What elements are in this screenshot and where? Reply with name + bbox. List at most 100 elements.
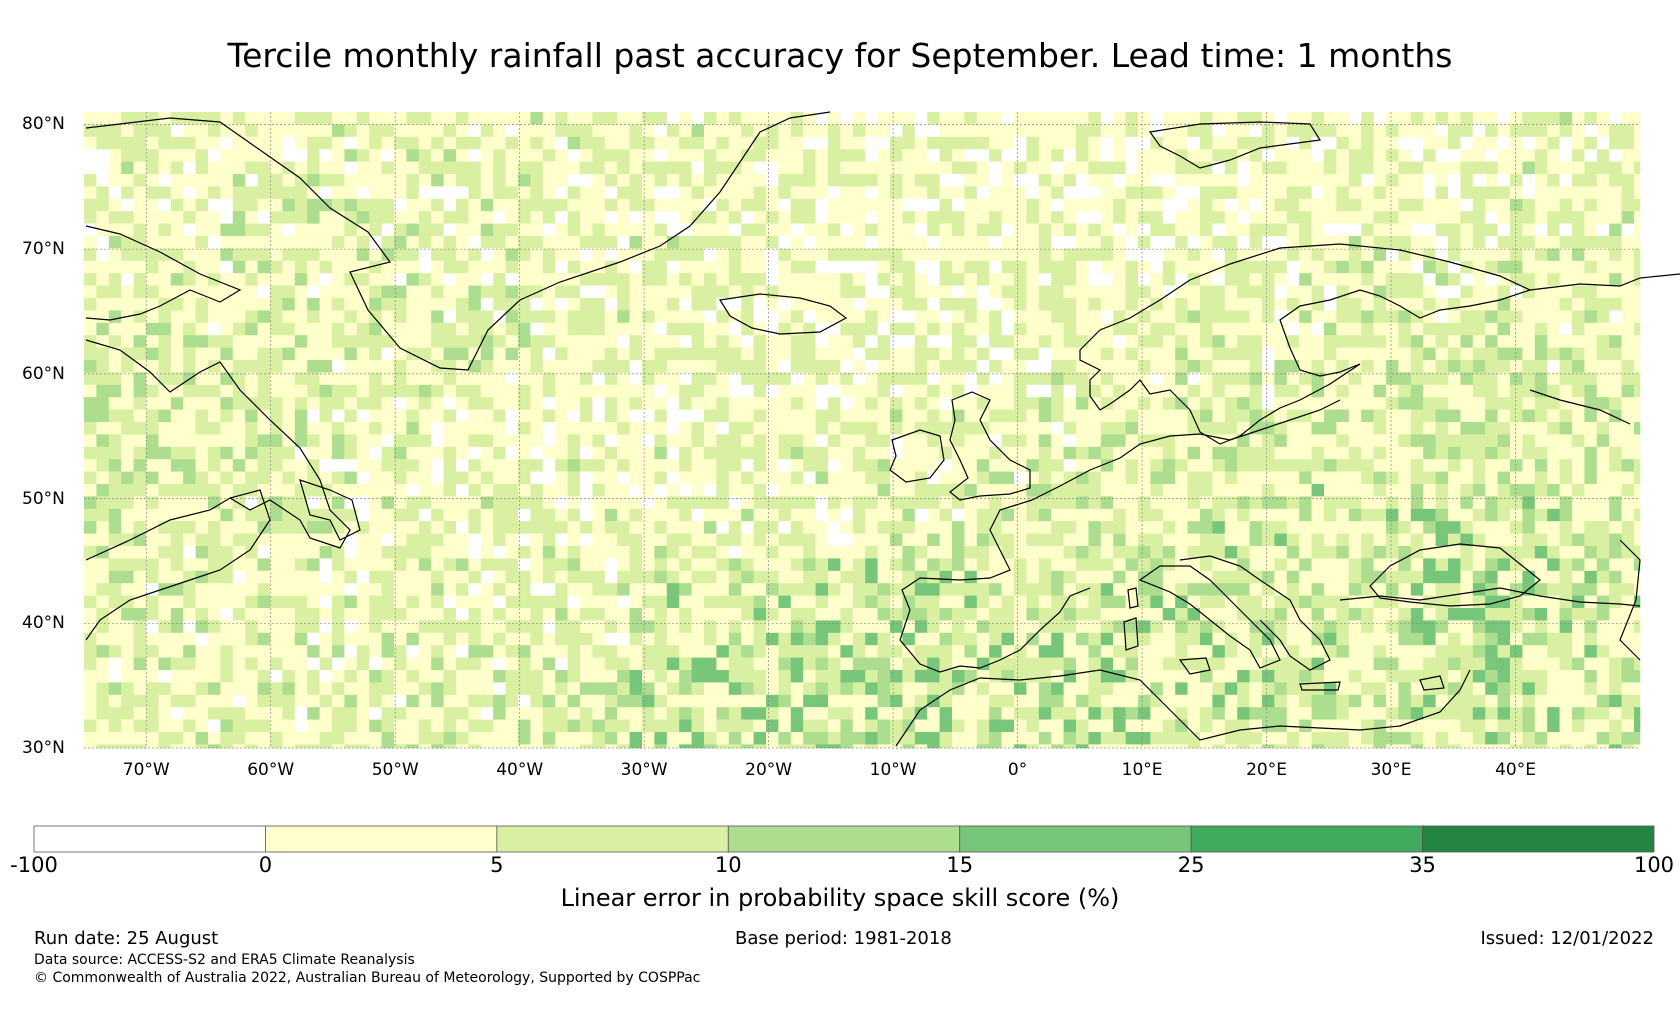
raster-cell — [220, 223, 234, 237]
raster-cell — [1076, 322, 1089, 336]
raster-cell — [418, 372, 432, 386]
raster-cell — [146, 360, 159, 373]
raster-cell — [1361, 112, 1374, 125]
raster-cell — [1212, 347, 1226, 361]
raster-cell — [1001, 310, 1015, 324]
raster-cell — [1435, 409, 1449, 423]
raster-cell — [257, 372, 271, 386]
raster-cell — [1572, 124, 1585, 138]
raster-cell — [580, 223, 593, 237]
raster-cell — [208, 384, 221, 398]
raster-cell — [1460, 112, 1474, 125]
raster-cell — [146, 508, 159, 522]
raster-cell — [270, 260, 283, 274]
raster-cell — [815, 484, 829, 497]
raster-cell — [766, 149, 779, 162]
raster-cell — [1286, 124, 1300, 138]
raster-cell — [1088, 570, 1102, 584]
raster-cell — [443, 546, 457, 559]
raster-cell — [1348, 298, 1362, 311]
raster-cell — [1150, 112, 1164, 125]
raster-cell — [394, 335, 407, 348]
raster-cell — [1410, 459, 1424, 472]
raster-cell — [505, 558, 519, 572]
raster-cell — [121, 583, 134, 596]
raster-cell — [1100, 136, 1114, 150]
raster-cell — [332, 335, 345, 348]
raster-cell — [902, 533, 916, 547]
raster-cell — [1175, 298, 1188, 311]
raster-cell — [406, 484, 420, 497]
raster-cell — [158, 372, 172, 386]
raster-cell — [1237, 112, 1250, 125]
raster-cell — [1014, 273, 1027, 286]
raster-cell — [1398, 136, 1412, 150]
raster-cell — [914, 372, 928, 386]
raster-cell — [1249, 285, 1263, 299]
raster-cell — [1150, 384, 1164, 398]
raster-cell — [332, 298, 345, 311]
raster-cell — [1386, 161, 1399, 175]
raster-cell — [1423, 260, 1436, 274]
raster-cell — [220, 546, 234, 559]
raster-cell — [555, 384, 568, 398]
raster-cell — [890, 149, 903, 162]
raster-cell — [617, 459, 630, 472]
raster-cell — [1547, 298, 1560, 311]
raster-cell — [1324, 471, 1337, 485]
raster-cell — [1435, 211, 1449, 224]
raster-cell — [1200, 533, 1213, 547]
raster-cell — [790, 546, 804, 559]
raster-cell — [1547, 124, 1560, 138]
raster-cell — [1621, 124, 1635, 138]
raster-cell — [890, 558, 903, 572]
raster-cell — [381, 570, 395, 584]
raster-cell — [319, 409, 333, 423]
raster-cell — [716, 471, 730, 485]
raster-cell — [1559, 422, 1573, 435]
raster-cell — [1125, 260, 1139, 274]
raster-cell — [1336, 397, 1350, 410]
raster-cell — [1386, 546, 1399, 559]
raster-cell — [989, 335, 1002, 348]
raster-cell — [1324, 546, 1337, 559]
raster-cell — [332, 397, 345, 410]
raster-cell — [592, 595, 606, 609]
raster-cell — [1361, 546, 1374, 559]
raster-cell — [1001, 273, 1015, 286]
raster-cell — [604, 446, 618, 460]
raster-cell — [245, 471, 258, 485]
raster-cell — [1634, 397, 1641, 410]
raster-cell — [158, 595, 172, 609]
raster-cell — [282, 273, 296, 286]
raster-cell — [1435, 422, 1449, 435]
raster-cell — [580, 384, 593, 398]
raster-cell — [1472, 112, 1486, 125]
raster-cell — [1311, 459, 1325, 472]
raster-cell — [468, 260, 482, 274]
raster-cell — [1460, 533, 1474, 547]
raster-cell — [270, 484, 283, 497]
raster-cell — [1324, 459, 1337, 472]
raster-cell — [1150, 248, 1164, 262]
raster-cell — [406, 298, 420, 311]
raster-cell — [1088, 508, 1102, 522]
raster-cell — [1497, 434, 1511, 448]
raster-cell — [418, 260, 432, 274]
raster-cell — [270, 397, 283, 410]
raster-cell — [1336, 186, 1350, 200]
raster-cell — [208, 310, 221, 324]
raster-cell — [1200, 149, 1213, 162]
raster-cell — [282, 149, 296, 162]
raster-cell — [1001, 434, 1015, 448]
raster-cell — [195, 236, 209, 249]
raster-cell — [1051, 397, 1064, 410]
raster-cell — [170, 471, 184, 485]
raster-cell — [1051, 298, 1064, 311]
raster-cell — [1596, 298, 1610, 311]
raster-cell — [518, 484, 531, 497]
raster-cell — [133, 149, 147, 162]
raster-cell — [555, 285, 568, 299]
raster-cell — [220, 310, 234, 324]
raster-cell — [728, 508, 742, 522]
